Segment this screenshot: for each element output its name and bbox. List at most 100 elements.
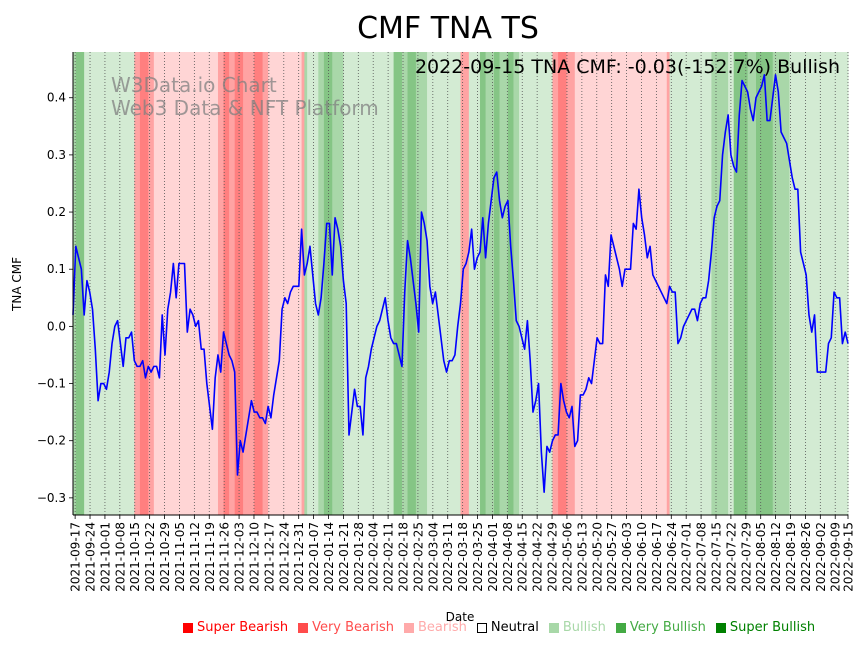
region-bullish xyxy=(343,52,395,515)
legend-swatch xyxy=(298,622,309,633)
y-ticks: −0.3 −0.2 −0.1 0.0 0.1 0.2 0.3 0.4 xyxy=(37,91,73,505)
x-tick-label: 2022-01-14 xyxy=(322,522,336,592)
region-super-bearish xyxy=(254,52,264,515)
region-very-bullish xyxy=(415,52,428,515)
region-very-bearish xyxy=(460,52,470,515)
region-super-bullish xyxy=(75,52,85,515)
legend-item-super-bearish: Super Bearish xyxy=(183,620,288,635)
region-very-bearish xyxy=(229,52,236,515)
region-very-bullish xyxy=(711,52,729,515)
y-tick-label: −0.2 xyxy=(37,434,66,448)
legend-swatch xyxy=(615,622,626,633)
watermark-line-2: Web3 Data & NFT Platform xyxy=(111,96,379,120)
legend-label: Neutral xyxy=(490,620,539,635)
legend: Super Bearish Very Bearish Bearish Neutral B… xyxy=(183,620,825,635)
legend-label: Bearish xyxy=(417,620,467,635)
region-super-bullish xyxy=(393,52,403,515)
legend-item-neutral: Neutral xyxy=(476,620,539,635)
legend-label: Super Bullish xyxy=(729,620,816,635)
x-tick-label: 2021-12-24 xyxy=(277,522,291,592)
x-tick-label: 2022-07-22 xyxy=(724,522,738,592)
x-tick-label: 2022-03-18 xyxy=(456,522,470,592)
x-tick-label: 2021-10-29 xyxy=(158,522,172,592)
x-tick-label: 2022-01-21 xyxy=(337,522,351,592)
region-bearish xyxy=(594,52,668,515)
region-bearish xyxy=(574,52,595,515)
region-very-bearish xyxy=(134,52,141,515)
legend-swatch xyxy=(403,622,414,633)
series-line-tna-cmf xyxy=(72,74,849,493)
x-ticks: 2021-09-17 2021-09-24 2021-10-01 2021-10-08… xyxy=(69,515,856,592)
region-very-bullish xyxy=(772,52,790,515)
region-very-bullish xyxy=(513,52,520,515)
legend-item-very-bullish: Very Bullish xyxy=(615,620,706,635)
x-axis-label: Date xyxy=(446,610,475,624)
region-very-bullish xyxy=(485,52,495,515)
region-very-bullish xyxy=(318,52,325,515)
x-tick-label: 2022-07-01 xyxy=(680,522,694,592)
region-very-bearish xyxy=(301,52,305,515)
chart-title: CMF TNA TS xyxy=(357,11,539,46)
x-tick-label: 2022-07-15 xyxy=(709,522,723,592)
x-tick-label: 2022-04-08 xyxy=(501,522,515,592)
legend-item-bearish: Bearish xyxy=(403,620,467,635)
legend-label: Bullish xyxy=(562,620,606,635)
x-tick-label: 2022-07-29 xyxy=(739,522,753,592)
x-tick-label: 2022-06-03 xyxy=(620,522,634,592)
x-tick-label: 2022-08-26 xyxy=(799,522,813,592)
region-bullish xyxy=(84,52,135,515)
legend-label: Super Bearish xyxy=(197,620,289,635)
x-tick-label: 2022-06-24 xyxy=(665,522,679,592)
x-tick-label: 2021-09-24 xyxy=(84,522,98,592)
region-bullish xyxy=(669,52,712,515)
region-super-bullish xyxy=(480,52,487,515)
legend-swatch xyxy=(548,622,559,633)
region-very-bearish xyxy=(148,52,155,515)
x-tick-label: 2022-05-20 xyxy=(590,522,604,592)
legend-swatch xyxy=(183,622,193,633)
region-very-bearish xyxy=(666,52,671,515)
region-bearish xyxy=(268,52,303,515)
x-tick-label: 2021-10-01 xyxy=(98,522,112,592)
x-tick-label: 2022-01-07 xyxy=(307,522,321,592)
region-super-bearish xyxy=(223,52,230,515)
region-super-bearish xyxy=(139,52,149,515)
legend-label: Very Bullish xyxy=(629,620,706,635)
x-tick-label: 2022-05-13 xyxy=(575,522,589,592)
x-tick-label: 2022-03-04 xyxy=(426,522,440,592)
series-layer xyxy=(72,74,849,493)
y-tick-label: 0.2 xyxy=(47,205,66,219)
x-tick-label: 2021-12-10 xyxy=(247,522,261,592)
x-tick-label: 2022-03-25 xyxy=(471,522,485,592)
x-tick-label: 2021-09-17 xyxy=(69,522,83,592)
x-tick-label: 2022-08-19 xyxy=(784,522,798,592)
x-tick-label: 2022-04-22 xyxy=(531,522,545,592)
y-tick-label: 0.1 xyxy=(47,262,66,276)
region-bullish xyxy=(519,52,553,515)
watermark-line-1: W3Data.io Chart xyxy=(111,73,277,97)
region-very-bearish xyxy=(262,52,269,515)
legend-swatch xyxy=(476,622,487,633)
x-tick-label: 2022-04-29 xyxy=(546,522,560,592)
x-tick-label: 2021-12-31 xyxy=(292,522,306,592)
region-super-bullish xyxy=(407,52,417,515)
region-very-bullish xyxy=(499,52,509,515)
region-very-bullish xyxy=(332,52,344,515)
x-tick-label: 2022-02-18 xyxy=(397,522,411,592)
x-tick-label: 2022-09-09 xyxy=(829,522,843,592)
x-tick-label: 2022-08-12 xyxy=(769,522,783,592)
watermark: W3Data.io Chart Web3 Data & NFT Platform xyxy=(111,73,379,120)
y-tick-label: 0.0 xyxy=(47,319,66,333)
region-bearish xyxy=(153,52,219,515)
region-bullish xyxy=(427,52,461,515)
x-tick-label: 2021-12-03 xyxy=(233,522,247,592)
axes xyxy=(72,52,848,516)
region-super-bullish xyxy=(493,52,501,515)
x-tick-label: 2022-07-08 xyxy=(695,522,709,592)
x-tick-label: 2022-09-02 xyxy=(814,522,828,592)
y-tick-label: 0.3 xyxy=(47,148,66,162)
x-tick-label: 2021-10-08 xyxy=(113,522,127,592)
x-tick-label: 2021-10-22 xyxy=(143,522,157,592)
x-tick-label: 2022-04-15 xyxy=(516,522,530,592)
